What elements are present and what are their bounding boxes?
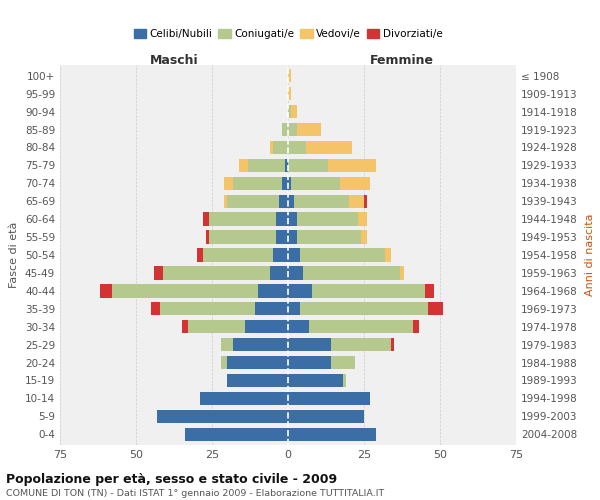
Bar	[112, 284, 257, 298]
Bar	[185, 428, 288, 441]
Text: Femmine: Femmine	[370, 54, 434, 67]
Bar	[270, 140, 273, 154]
Bar	[361, 230, 367, 244]
Bar	[248, 158, 285, 172]
Bar	[154, 266, 163, 280]
Bar	[364, 194, 367, 208]
Bar	[349, 194, 364, 208]
Bar	[300, 302, 428, 316]
Bar	[288, 123, 297, 136]
Bar	[288, 212, 297, 226]
Bar	[245, 320, 288, 334]
Bar	[391, 338, 394, 351]
Bar	[288, 230, 297, 244]
Bar	[254, 302, 288, 316]
Bar	[288, 105, 291, 118]
Bar	[313, 284, 425, 298]
Bar	[233, 176, 282, 190]
Bar	[291, 105, 297, 118]
Bar	[300, 248, 385, 262]
Bar	[288, 302, 300, 316]
Bar	[221, 338, 233, 351]
Text: Maschi: Maschi	[149, 54, 199, 67]
Bar	[100, 284, 112, 298]
Bar	[282, 123, 288, 136]
Legend: Celibi/Nubili, Coniugati/e, Vedovi/e, Divorziati/e: Celibi/Nubili, Coniugati/e, Vedovi/e, Di…	[130, 24, 446, 43]
Bar	[273, 140, 288, 154]
Bar	[358, 212, 367, 226]
Bar	[331, 356, 355, 370]
Bar	[270, 266, 288, 280]
Bar	[279, 194, 288, 208]
Bar	[400, 266, 404, 280]
Bar	[291, 176, 340, 190]
Bar	[221, 356, 227, 370]
Bar	[297, 123, 322, 136]
Bar	[203, 212, 209, 226]
Bar	[206, 230, 209, 244]
Bar	[209, 212, 276, 226]
Bar	[257, 284, 288, 298]
Bar	[288, 356, 331, 370]
Bar	[340, 176, 370, 190]
Bar	[297, 230, 361, 244]
Bar	[428, 302, 443, 316]
Bar	[288, 410, 364, 423]
Bar	[288, 158, 328, 172]
Bar	[227, 356, 288, 370]
Bar	[288, 69, 291, 82]
Bar	[288, 266, 303, 280]
Text: Popolazione per età, sesso e stato civile - 2009: Popolazione per età, sesso e stato civil…	[6, 472, 337, 486]
Y-axis label: Anni di nascita: Anni di nascita	[584, 214, 595, 296]
Bar	[276, 230, 288, 244]
Bar	[303, 266, 400, 280]
Bar	[288, 374, 343, 387]
Bar	[276, 212, 288, 226]
Bar	[163, 266, 270, 280]
Bar	[188, 320, 245, 334]
Bar	[273, 248, 288, 262]
Bar	[294, 194, 349, 208]
Bar	[331, 338, 391, 351]
Bar	[288, 320, 309, 334]
Bar	[224, 194, 227, 208]
Text: COMUNE DI TON (TN) - Dati ISTAT 1° gennaio 2009 - Elaborazione TUTTITALIA.IT: COMUNE DI TON (TN) - Dati ISTAT 1° genna…	[6, 489, 384, 498]
Bar	[282, 176, 288, 190]
Bar	[413, 320, 419, 334]
Bar	[288, 428, 376, 441]
Bar	[425, 284, 434, 298]
Bar	[227, 374, 288, 387]
Bar	[288, 338, 331, 351]
Bar	[288, 194, 294, 208]
Bar	[288, 176, 291, 190]
Bar	[200, 392, 288, 405]
Bar	[288, 248, 300, 262]
Bar	[385, 248, 391, 262]
Bar	[203, 248, 273, 262]
Y-axis label: Fasce di età: Fasce di età	[10, 222, 19, 288]
Bar	[288, 140, 306, 154]
Bar	[209, 230, 276, 244]
Bar	[309, 320, 413, 334]
Bar	[233, 338, 288, 351]
Bar	[285, 158, 288, 172]
Bar	[328, 158, 376, 172]
Bar	[151, 302, 160, 316]
Bar	[239, 158, 248, 172]
Bar	[306, 140, 352, 154]
Bar	[297, 212, 358, 226]
Bar	[182, 320, 188, 334]
Bar	[157, 410, 288, 423]
Bar	[197, 248, 203, 262]
Bar	[288, 392, 370, 405]
Bar	[160, 302, 254, 316]
Bar	[288, 87, 291, 101]
Bar	[343, 374, 346, 387]
Bar	[224, 176, 233, 190]
Bar	[288, 284, 313, 298]
Bar	[227, 194, 279, 208]
